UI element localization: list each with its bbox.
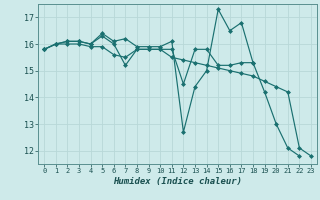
X-axis label: Humidex (Indice chaleur): Humidex (Indice chaleur) bbox=[113, 177, 242, 186]
